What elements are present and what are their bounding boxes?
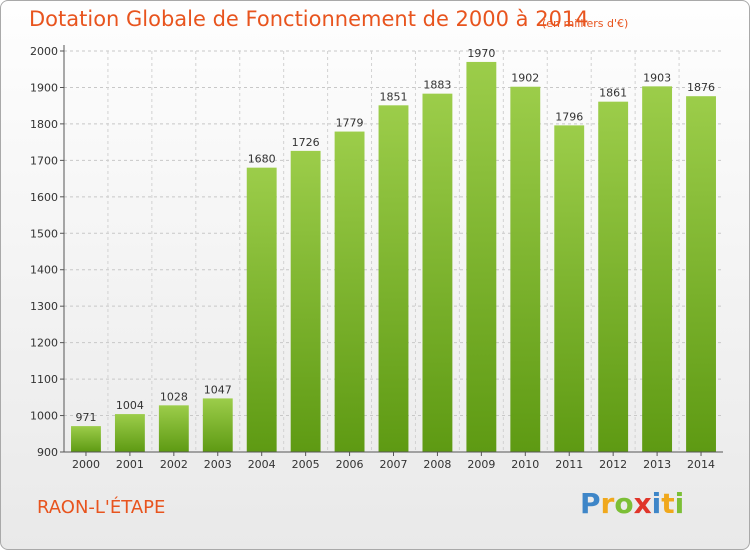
value-label-2009: 1970: [467, 47, 495, 60]
bar-2011: [554, 125, 585, 452]
bar-2005: [290, 150, 321, 453]
x-tick-label-2011: 2011: [555, 458, 583, 471]
value-label-2003: 1047: [204, 383, 232, 396]
x-tick-label-2005: 2005: [292, 458, 320, 471]
bar-2013: [642, 86, 673, 453]
axes: [60, 45, 723, 456]
bar-2008: [422, 93, 453, 452]
value-label-2013: 1903: [643, 71, 671, 84]
x-tick-label-2012: 2012: [599, 458, 627, 471]
x-tick-label-2014: 2014: [687, 458, 715, 471]
bar-2001: [114, 414, 145, 452]
y-tick-label: 1700: [30, 154, 58, 167]
value-label-2010: 1902: [511, 72, 539, 85]
value-label-2001: 1004: [116, 399, 144, 412]
chart-title: Dotation Globale de Fonctionnement de 20…: [29, 7, 589, 31]
y-tick-label: 2000: [30, 45, 58, 58]
x-tick-label-2013: 2013: [643, 458, 671, 471]
value-label-2005: 1726: [292, 136, 320, 149]
value-label-2006: 1779: [336, 117, 364, 130]
brand-logo: Proxiti: [580, 487, 685, 520]
y-tick-label: 1000: [30, 410, 58, 423]
value-label-2011: 1796: [555, 110, 583, 123]
y-tick-label: 1900: [30, 81, 58, 94]
value-label-2000: 971: [75, 411, 96, 424]
y-tick-label: 1100: [30, 373, 58, 386]
bar-2006: [334, 131, 365, 452]
bar-2014: [686, 96, 716, 452]
x-tick-label-2000: 2000: [72, 458, 100, 471]
bar-2004: [246, 167, 277, 452]
value-label-2002: 1028: [160, 390, 188, 403]
x-tick-label-2008: 2008: [423, 458, 451, 471]
bar-2009: [466, 61, 497, 452]
x-tick-label-2009: 2009: [467, 458, 495, 471]
chart-subtitle: (en milliers d'€): [542, 17, 629, 30]
bar-2012: [598, 101, 629, 453]
y-tick-label: 1300: [30, 300, 58, 313]
y-tick-label: 1600: [30, 191, 58, 204]
y-tick-label: 1500: [30, 227, 58, 240]
bar-2002: [158, 405, 189, 452]
bar-2007: [378, 105, 409, 453]
y-tick-label: 900: [37, 446, 58, 459]
bar-2010: [510, 86, 541, 452]
x-tick-label-2001: 2001: [116, 458, 144, 471]
y-tick-label: 1200: [30, 337, 58, 350]
value-label-2014: 1876: [687, 81, 715, 94]
y-tick-label: 1400: [30, 264, 58, 277]
bars: [71, 61, 716, 453]
value-label-2012: 1861: [599, 87, 627, 100]
x-tick-label-2010: 2010: [511, 458, 539, 471]
x-tick-label-2003: 2003: [204, 458, 232, 471]
x-tick-label-2007: 2007: [380, 458, 408, 471]
value-label-2004: 1680: [248, 153, 276, 166]
x-tick-label-2002: 2002: [160, 458, 188, 471]
bar-2003: [202, 398, 233, 452]
labels: 900 1000 1100 1200 1300 1400 1500 1600 1700 1800 1…: [30, 45, 715, 471]
grid-lines: [64, 50, 723, 452]
bar-2000: [71, 426, 101, 452]
x-tick-label-2004: 2004: [248, 458, 276, 471]
y-tick-label: 1800: [30, 118, 58, 131]
value-label-2008: 1883: [423, 79, 451, 92]
x-tick-label-2006: 2006: [336, 458, 364, 471]
value-label-2007: 1851: [380, 90, 408, 103]
town-name: RAON-L'ÉTAPE: [37, 497, 166, 518]
